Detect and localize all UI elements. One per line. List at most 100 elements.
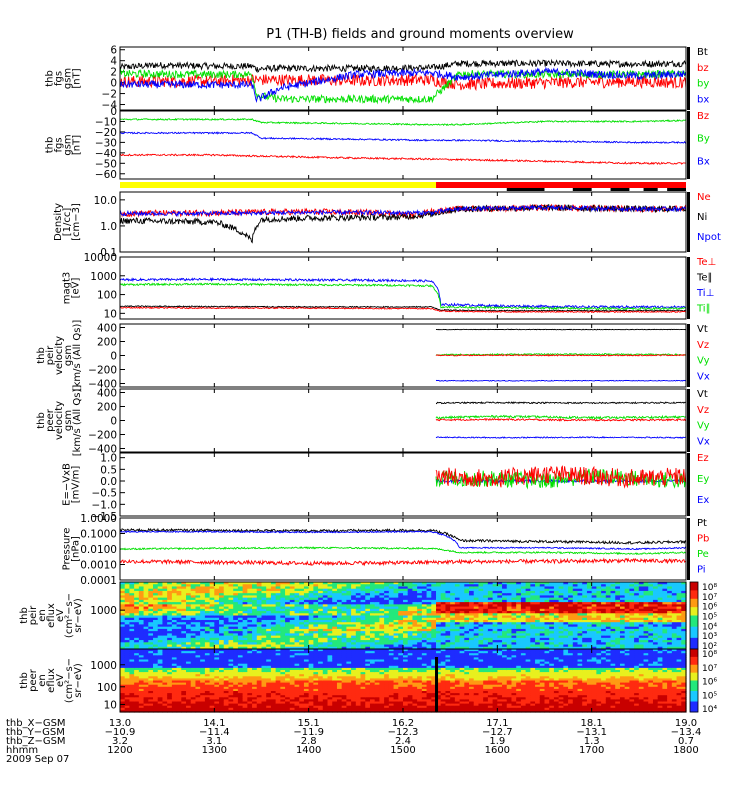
panel-edge [687,389,690,452]
panel-ylabel-line: Density [53,203,64,241]
time-axis-row-label: thb_Y−GSM [6,727,65,738]
y-tick-label: −40 [95,148,117,160]
y-tick-label: −4 [102,100,118,112]
time-axis-value: 13.0 [109,718,131,729]
y-tick-label: −1.0 [92,499,118,511]
legend-Ey: Ey [697,474,709,485]
panel-ylabel: thbfgsgsm[nT] [45,68,83,89]
y-tick-label: −0.5 [92,488,118,500]
time-axis-value: 1400 [296,745,321,756]
panel-ylabel-line: velocity [54,401,65,440]
panel-ylabel-line: gsm [63,410,74,431]
panel-ylabel-line: gsm [63,68,74,89]
panel-ylabel-line: peir [28,605,39,625]
status-bar-segment [572,188,592,191]
panel-ylabel-line: [nPa] [71,536,82,562]
panel-ylabel-line: [eV] [71,278,82,299]
legend-Vz: Vz [697,340,709,351]
panel-density: Density[1/cc][cm−3] 10.0 1.0 0.1 Ne Ni Npot [53,191,721,259]
colorbar-label: 10⁵ [702,691,717,701]
status-bar-segment [667,188,686,191]
colorbar-label: 10⁵ [702,613,717,623]
colorbar-label: 10³ [702,632,717,642]
y-tick-label: 200 [97,337,117,349]
panel-ylabel-line: fgs [54,137,65,152]
status-bar-yellow [120,182,437,188]
time-axis-row-label: thb_Z−GSM [6,736,66,747]
panel-peir_en_eflux: thbpeirenefluxeV(cm²−s−sr−eV) 100010⁸10⁷1… [19,581,717,652]
panel-ylabel-line: peer [28,668,39,692]
y-tick-label: 1000 [90,660,117,672]
series-Ez [435,465,686,489]
legend-Vt: Vt [697,389,708,400]
legend-Te∥: Te∥ [696,273,713,284]
colorbar-label: 10⁴ [702,622,717,632]
y-tick-label: 2 [110,67,117,79]
time-axis-value: 1800 [673,745,698,756]
legend-Vt: Vt [697,324,708,335]
legend-Vx: Vx [697,436,710,447]
y-tick-label: 10 [104,699,117,711]
panel-ylabel-line: [km/s (All Qs)] [72,320,83,392]
panel-ylabel-line: [nT] [72,68,83,88]
y-tick-label: 200 [97,402,117,414]
legend-Ti⊥: Ti⊥ [696,288,714,299]
legend-Pt: Pt [697,518,707,529]
colorbar-label: 10⁷ [702,593,717,603]
series-Vz [435,417,686,422]
y-tick-label: −1.5 [92,511,118,523]
colorbar-label: 10⁸ [702,583,717,593]
series-By [120,117,686,127]
status-bar [120,182,686,191]
y-tick-label: 0.0001 [80,575,117,587]
legend-Ne: Ne [697,192,711,203]
colorbar-label: 10⁶ [702,678,717,688]
time-axis-value: 1300 [202,745,227,756]
series-Pb [120,557,686,567]
panel-efield: E=−VxB[mV/m] 1.00.50.0−0.5−1.0−1.5 Ez Ey Ex [62,452,709,523]
y-tick-label: 0.0010 [80,560,117,572]
y-tick-label: 0.5 [100,464,117,476]
y-tick-label: −60 [95,169,117,181]
legend-bx: bx [697,94,709,105]
colorbar-label: 10⁷ [702,664,717,674]
panel-ylabel-line: magt3 [62,272,73,305]
time-axis-labels: thb_X−GSM 13.0 14.1 15.1 16.2 17.1 18.1 19.0 thb… [6,718,701,765]
y-tick-label: 0.1 [100,247,117,259]
series-Bx [120,131,686,144]
series-Vx [435,436,686,440]
panel-ylabel-line: Pressure [62,528,73,571]
date-label: 2009 Sep 07 [6,754,69,765]
time-axis-value: −12.3 [388,727,419,738]
panel-ylabel: E=−VxB[mV/m] [62,463,82,506]
time-axis-value: −12.7 [482,727,513,738]
legend-Ni: Ni [697,212,707,223]
panel-edge [687,192,690,252]
time-axis-row-label: hhmm [6,745,38,756]
series-by [120,68,686,105]
panel-ylabel: thbpeirenefluxeV(cm²−s−sr−eV) [19,593,84,638]
time-axis-value: 17.1 [486,718,508,729]
panel-ylabel-line: eflux [46,668,57,693]
panel-ylabel-line: [mV/m] [71,466,82,504]
colorbar-label: 10⁶ [702,603,717,613]
panel-ylabel-line: thb [45,137,56,154]
y-tick-label: −10 [95,116,117,128]
series-Pi [120,530,686,551]
panel-ylabel-line: thb [45,70,56,87]
y-tick-label: 400 [97,388,117,400]
y-tick-label: 100 [97,682,117,694]
panel-peer_velocity: thbpeervelocitygsm[km/s (All Qs)] 400 200 0… [36,385,710,457]
series-Npot [120,204,686,218]
panel-ylabel-line: peir [45,345,56,365]
y-tick-label: 400 [97,323,117,335]
panel-edge [687,324,690,387]
time-axis-value: −13.1 [576,727,607,738]
series-Bt [120,58,686,73]
y-tick-label: 6 [110,45,117,57]
y-tick-label: 0.0 [100,476,117,488]
legend-Vy: Vy [697,356,710,367]
time-axis-value: −11.9 [293,727,324,738]
y-tick-label: 0 [110,78,117,90]
